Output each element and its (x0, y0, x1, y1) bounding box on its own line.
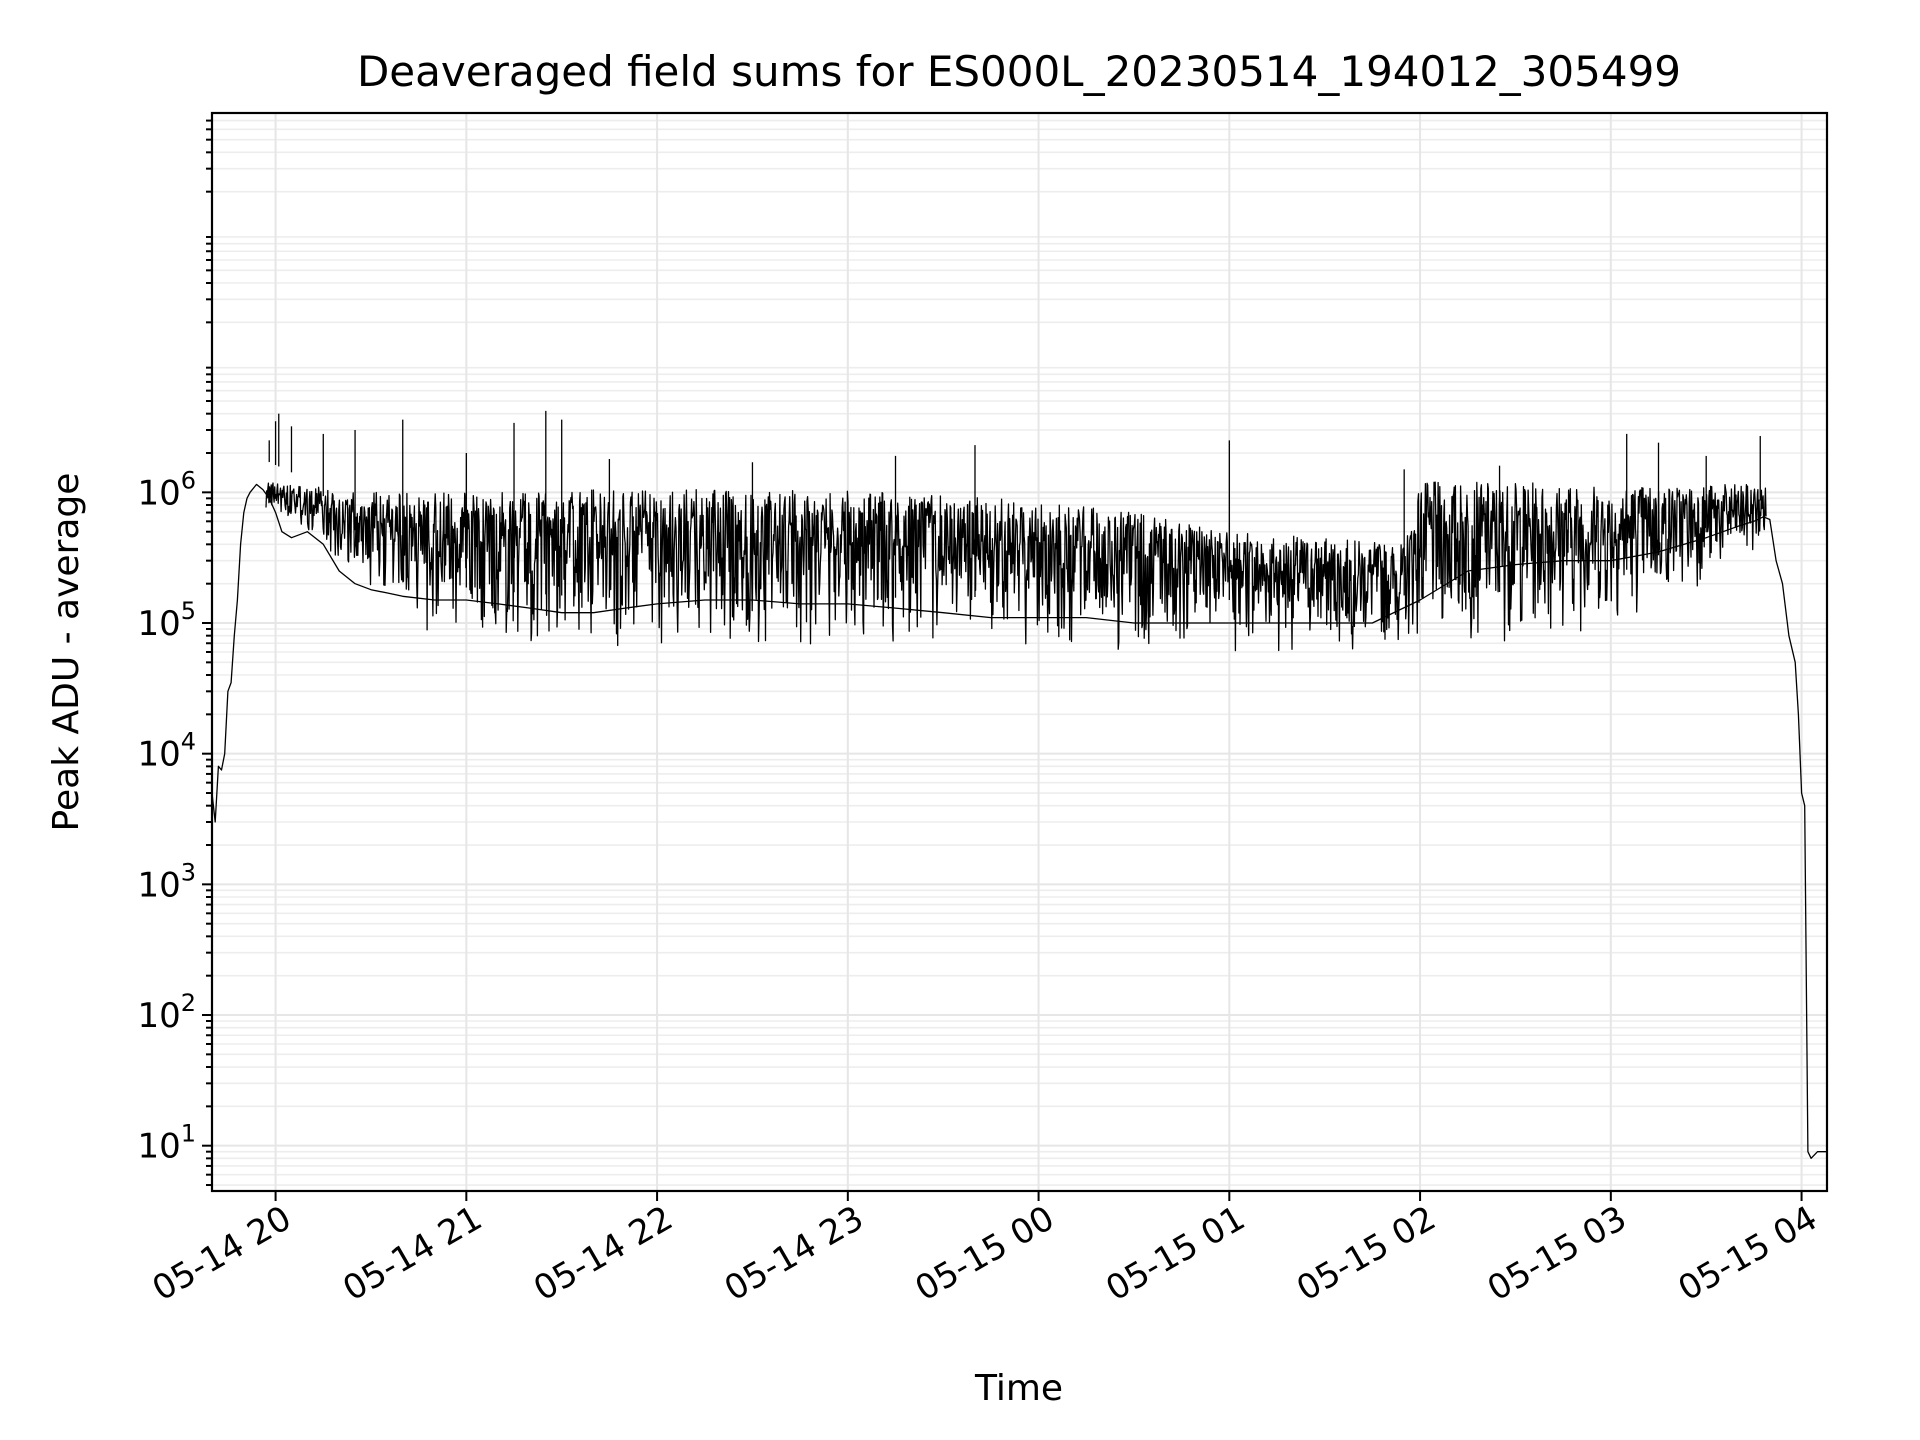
chart-title: Deaveraged field sums for ES000L_2023051… (357, 47, 1681, 96)
fluctuation-band (265, 481, 1767, 652)
y-tick-exponent: 6 (181, 466, 196, 494)
y-tick-base: 10 (137, 996, 180, 1036)
y-tick-base: 10 (137, 604, 180, 644)
y-tick-label: 102 (137, 989, 196, 1036)
x-axis-label: Time (974, 1368, 1063, 1409)
y-tick-base: 10 (137, 735, 180, 775)
y-tick-exponent: 3 (181, 858, 196, 886)
y-tick-base: 10 (137, 1127, 180, 1167)
band-layer (265, 481, 1767, 652)
y-tick-base: 10 (137, 473, 180, 513)
y-tick-label: 101 (137, 1120, 196, 1167)
y-tick-exponent: 4 (181, 728, 196, 756)
line-layer (211, 410, 1827, 1159)
grid-layer (212, 113, 1827, 1191)
y-tick-label: 104 (137, 728, 196, 775)
y-tick-exponent: 2 (181, 989, 196, 1017)
y-tick-exponent: 5 (181, 597, 196, 625)
y-tick-label: 103 (137, 858, 196, 905)
y-tick-exponent: 1 (181, 1120, 196, 1148)
y-axis-label: Peak ADU - average (46, 473, 87, 832)
y-tick-label: 105 (137, 597, 196, 644)
y-tick-base: 10 (137, 865, 180, 905)
y-tick-label: 106 (137, 466, 196, 513)
